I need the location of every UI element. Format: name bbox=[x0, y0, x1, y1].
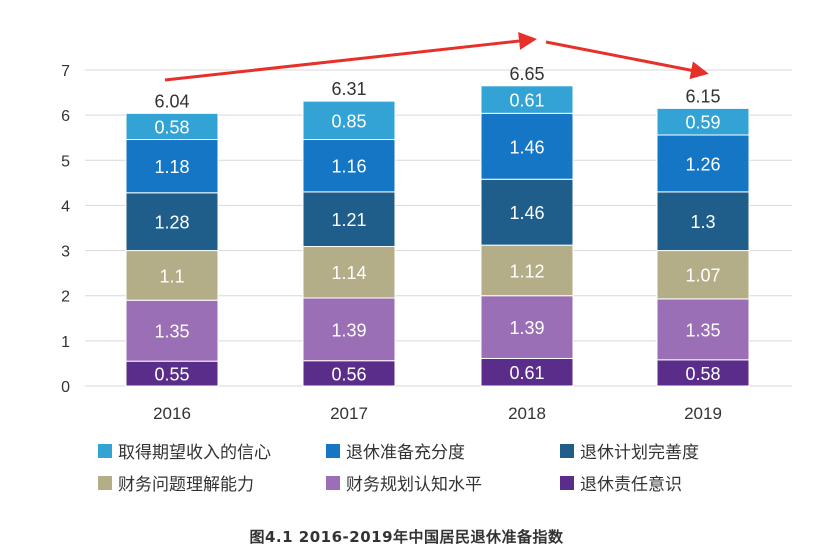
bar-segment bbox=[480, 357, 574, 387]
data-label: 0.85 bbox=[331, 111, 366, 131]
y-tick-label: 5 bbox=[61, 153, 70, 170]
legend-label: 退休准备充分度 bbox=[346, 443, 465, 463]
data-label: 1.1 bbox=[159, 266, 184, 286]
data-label: 0.58 bbox=[154, 117, 189, 137]
x-tick-label: 2019 bbox=[684, 404, 722, 423]
data-label: 1.35 bbox=[154, 322, 189, 342]
bar-segment bbox=[480, 178, 574, 246]
legend-swatch bbox=[326, 443, 340, 458]
bar-segment bbox=[656, 191, 750, 252]
data-label: 1.46 bbox=[509, 137, 544, 157]
bar-segment bbox=[302, 360, 396, 387]
bar-segment bbox=[480, 244, 574, 297]
data-label: 1.26 bbox=[685, 154, 720, 174]
data-label: 1.39 bbox=[331, 320, 366, 340]
y-tick-label: 1 bbox=[61, 334, 70, 351]
data-label: 1.28 bbox=[154, 213, 189, 233]
bar-segment bbox=[656, 250, 750, 300]
legend-item: 财务问题理解能力 bbox=[98, 470, 254, 495]
legend-label: 财务规划认知水平 bbox=[346, 475, 482, 495]
data-label: 1.14 bbox=[331, 263, 366, 283]
data-label: 1.35 bbox=[685, 320, 720, 340]
y-tick-label: 6 bbox=[61, 108, 70, 125]
bar-segment bbox=[302, 139, 396, 193]
total-label: 6.04 bbox=[154, 91, 189, 111]
bar-segment bbox=[302, 246, 396, 299]
legend-item: 退休准备充分度 bbox=[326, 438, 465, 463]
bar-segment bbox=[125, 139, 219, 194]
data-label: 1.39 bbox=[509, 318, 544, 338]
legend-label: 财务问题理解能力 bbox=[118, 475, 254, 495]
y-tick-label: 7 bbox=[61, 63, 70, 80]
bar-segment bbox=[480, 295, 574, 359]
bar-segment bbox=[302, 100, 396, 141]
data-label: 0.56 bbox=[331, 364, 366, 384]
total-label: 6.31 bbox=[331, 79, 366, 99]
legend-item: 取得期望收入的信心 bbox=[98, 438, 271, 463]
y-tick-label: 4 bbox=[61, 198, 70, 215]
trend-arrow-down bbox=[545, 40, 709, 80]
bar-segment bbox=[125, 360, 219, 387]
data-label: 0.58 bbox=[685, 364, 720, 384]
bar-segment bbox=[480, 85, 574, 114]
legend-swatch bbox=[98, 475, 112, 490]
bar-segment bbox=[480, 112, 574, 180]
legend-label: 退休计划完善度 bbox=[580, 443, 699, 463]
data-label: 0.59 bbox=[685, 113, 720, 133]
trend-arrow-up bbox=[164, 32, 537, 82]
data-label: 0.61 bbox=[509, 91, 544, 111]
legend-swatch bbox=[326, 475, 340, 490]
data-label: 1.07 bbox=[685, 266, 720, 286]
bar-segment bbox=[302, 297, 396, 362]
bar-segment bbox=[302, 191, 396, 248]
bar-segment bbox=[125, 250, 219, 301]
x-tick-label: 2016 bbox=[153, 404, 191, 423]
legend-swatch bbox=[560, 443, 574, 458]
legend-swatch bbox=[560, 475, 574, 490]
data-label: 1.46 bbox=[509, 203, 544, 223]
bar-segment bbox=[656, 107, 750, 136]
total-label: 6.15 bbox=[685, 86, 720, 106]
y-tick-label: 2 bbox=[61, 289, 70, 306]
legend-item: 财务规划认知水平 bbox=[326, 470, 482, 495]
bar-segment bbox=[125, 112, 219, 141]
bar-segment bbox=[125, 299, 219, 362]
figure-caption: 图4.1 2016-2019年中国居民退休准备指数 bbox=[249, 528, 564, 546]
x-tick-label: 2017 bbox=[330, 404, 368, 423]
data-label: 1.21 bbox=[331, 210, 366, 230]
data-label: 1.12 bbox=[509, 261, 544, 281]
legend-label: 取得期望收入的信心 bbox=[118, 443, 271, 463]
x-tick-label: 2018 bbox=[508, 404, 546, 423]
y-tick-label: 0 bbox=[61, 379, 70, 396]
y-tick-label: 3 bbox=[61, 244, 70, 261]
data-label: 1.3 bbox=[690, 212, 715, 232]
legend-item: 退休计划完善度 bbox=[560, 438, 699, 463]
legend-swatch bbox=[98, 443, 112, 458]
data-label: 1.18 bbox=[154, 157, 189, 177]
legend-item: 退休责任意识 bbox=[560, 470, 682, 495]
legend-label: 退休责任意识 bbox=[580, 475, 682, 495]
data-label: 1.16 bbox=[331, 157, 366, 177]
data-label: 0.61 bbox=[509, 363, 544, 383]
data-label: 0.55 bbox=[154, 365, 189, 385]
total-label: 6.65 bbox=[509, 64, 544, 84]
bar-segment bbox=[125, 192, 219, 252]
